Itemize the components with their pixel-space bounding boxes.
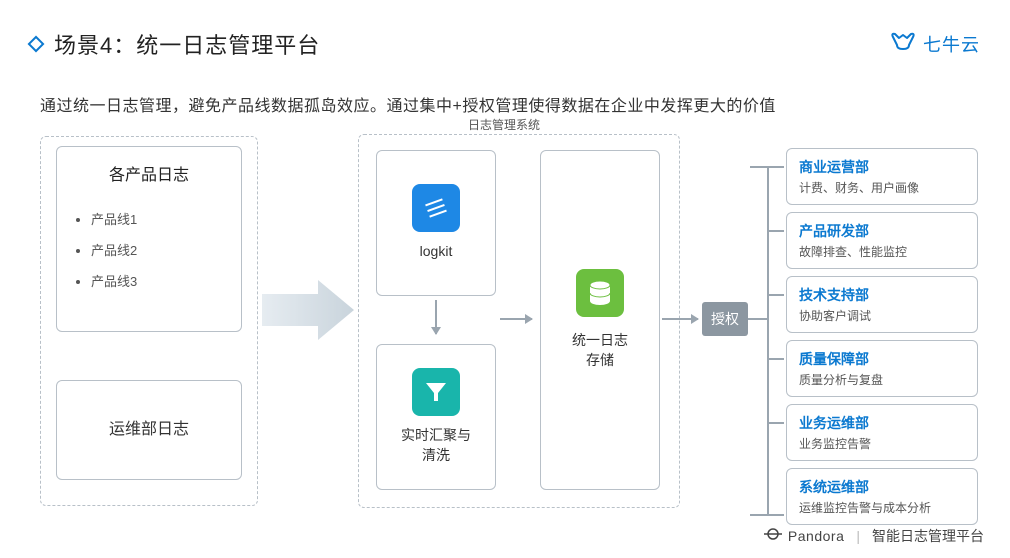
dept-desc: 运维监控告警与成本分析 — [799, 499, 965, 516]
product-lines-list: 产品线1 产品线2 产品线3 — [77, 209, 241, 290]
dept-box: 业务运维部业务监控告警 — [786, 404, 978, 461]
dept-box: 产品研发部故障排查、性能监控 — [786, 212, 978, 269]
list-item: 产品线1 — [91, 209, 241, 228]
list-item: 产品线3 — [91, 271, 241, 290]
bullet-diamond-icon — [28, 36, 45, 53]
system-label: 日志管理系统 — [468, 116, 540, 133]
wash-label: 实时汇聚与 清洗 — [401, 426, 471, 465]
product-logs-title: 各产品日志 — [57, 161, 241, 185]
logkit-box: logkit — [376, 150, 496, 296]
footer: Pandora | 智能日志管理平台 — [764, 525, 984, 546]
funnel-icon — [412, 368, 460, 416]
arrow-down-icon — [435, 300, 437, 334]
arrow-right-icon — [662, 318, 698, 320]
dept-desc: 业务监控告警 — [799, 435, 965, 452]
store-label: 统一日志 存储 — [572, 331, 628, 370]
footer-tagline: 智能日志管理平台 — [872, 526, 984, 546]
pandora-text: Pandora — [788, 528, 844, 544]
title-wrap: 场景4：统一日志管理平台 — [30, 28, 320, 60]
ops-logs-title: 运维部日志 — [109, 419, 189, 441]
product-logs-box: 各产品日志 产品线1 产品线2 产品线3 — [56, 146, 242, 332]
dept-title: 商业运营部 — [799, 157, 965, 177]
dept-title: 质量保障部 — [799, 349, 965, 369]
dept-title: 技术支持部 — [799, 285, 965, 305]
connector — [748, 318, 752, 320]
dept-desc: 计费、财务、用户画像 — [799, 179, 965, 196]
footer-separator: | — [856, 528, 860, 544]
ops-logs-box: 运维部日志 — [56, 380, 242, 480]
auth-label: 授权 — [711, 309, 739, 329]
brand-logo: 七牛云 — [889, 31, 980, 58]
wash-box: 实时汇聚与 清洗 — [376, 344, 496, 490]
pandora-logo: Pandora — [764, 525, 844, 546]
pandora-icon — [764, 525, 782, 546]
store-box: 统一日志 存储 — [540, 150, 660, 490]
arrow-right-icon — [500, 318, 532, 320]
dept-box: 系统运维部运维监控告警与成本分析 — [786, 468, 978, 525]
logkit-icon — [412, 184, 460, 232]
dept-box: 技术支持部协助客户调试 — [786, 276, 978, 333]
qiniu-icon — [889, 31, 917, 58]
flow-arrow-icon — [262, 280, 354, 340]
dept-box: 质量保障部质量分析与复盘 — [786, 340, 978, 397]
list-item: 产品线2 — [91, 240, 241, 259]
database-icon — [576, 269, 624, 317]
slide-title: 场景4：统一日志管理平台 — [54, 28, 320, 60]
dept-title: 系统运维部 — [799, 477, 965, 497]
dept-desc: 质量分析与复盘 — [799, 371, 965, 388]
brand-text: 七牛云 — [923, 31, 980, 57]
dept-title: 业务运维部 — [799, 413, 965, 433]
header: 场景4：统一日志管理平台 七牛云 — [30, 28, 980, 60]
subtitle: 通过统一日志管理，避免产品线数据孤岛效应。通过集中+授权管理使得数据在企业中发挥… — [40, 92, 776, 116]
bracket-icon — [750, 166, 784, 516]
auth-box: 授权 — [702, 302, 748, 336]
dept-box: 商业运营部计费、财务、用户画像 — [786, 148, 978, 205]
dept-desc: 故障排查、性能监控 — [799, 243, 965, 260]
logkit-label: logkit — [420, 242, 453, 262]
dept-desc: 协助客户调试 — [799, 307, 965, 324]
dept-title: 产品研发部 — [799, 221, 965, 241]
